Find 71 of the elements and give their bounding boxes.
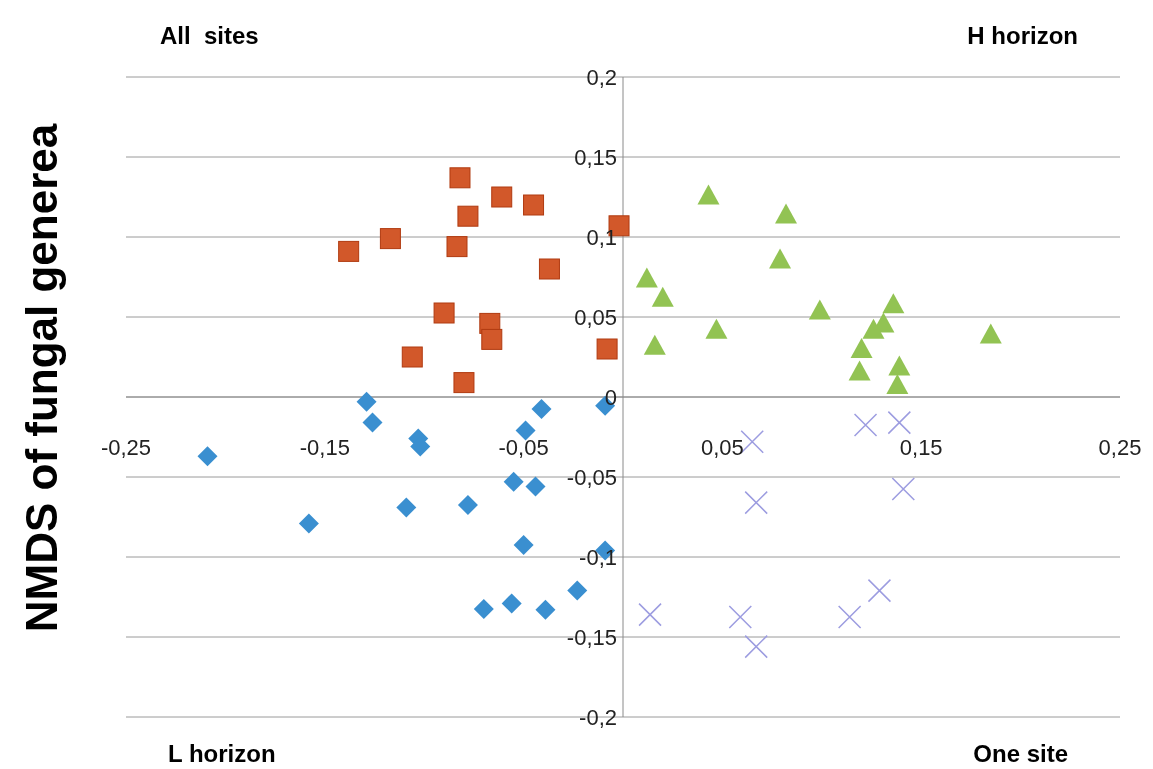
point <box>744 490 768 515</box>
point <box>501 593 522 614</box>
point <box>298 513 319 534</box>
point <box>525 476 546 497</box>
y-tick-label: -0,15 <box>566 625 617 650</box>
point <box>837 605 862 629</box>
y-tick-label: 0,1 <box>586 225 617 250</box>
point <box>433 302 455 324</box>
point <box>705 318 728 339</box>
text: All sites <box>160 22 259 50</box>
x-tick-label: 0,15 <box>899 435 943 460</box>
text: L horizon <box>168 740 276 768</box>
point <box>446 236 468 258</box>
point <box>503 471 524 492</box>
point <box>728 605 753 629</box>
point <box>473 599 494 619</box>
point <box>886 374 909 394</box>
y-tick-label: -0,1 <box>579 545 617 570</box>
point <box>862 318 885 339</box>
point <box>643 334 666 355</box>
y-axis-title: NMDS of fungal generea <box>17 123 67 633</box>
point <box>457 205 479 227</box>
y-tick-label: -0,05 <box>566 465 617 490</box>
point <box>979 323 1002 344</box>
point <box>531 399 552 419</box>
point <box>449 167 471 189</box>
point <box>867 578 892 603</box>
point <box>853 413 878 437</box>
point <box>891 477 916 501</box>
point <box>638 602 662 627</box>
point <box>808 299 831 320</box>
point <box>513 535 534 555</box>
point <box>538 258 560 280</box>
point <box>535 599 556 620</box>
point <box>338 240 360 262</box>
x-tick-label: 0,25 <box>1098 435 1142 460</box>
point <box>457 495 478 515</box>
x-tick-label: -0,05 <box>498 435 549 460</box>
x-tick-label: -0,15 <box>299 435 350 460</box>
point <box>362 412 383 433</box>
point <box>396 497 417 518</box>
point <box>453 372 475 394</box>
point <box>515 420 536 441</box>
point <box>567 580 588 601</box>
point <box>401 346 423 368</box>
x-tick-label: 0,05 <box>700 435 744 460</box>
point <box>888 355 911 376</box>
point <box>887 410 912 435</box>
y-tick-label: -0,2 <box>579 705 617 730</box>
point <box>481 328 503 350</box>
y-tick-label: 0,15 <box>574 145 617 170</box>
y-tick-label: 0,2 <box>586 65 617 90</box>
point <box>744 634 768 659</box>
point <box>769 248 792 269</box>
point <box>848 360 871 381</box>
x-tick-label: -0,25 <box>100 435 152 460</box>
y-tick-label: 0,05 <box>574 305 617 330</box>
point <box>651 286 674 307</box>
point <box>379 228 401 250</box>
point <box>635 267 658 288</box>
point <box>523 194 545 216</box>
point <box>697 184 720 205</box>
point <box>775 203 798 224</box>
point <box>596 338 618 360</box>
text: H horizon <box>967 22 1078 50</box>
point <box>356 391 377 412</box>
point <box>882 293 905 314</box>
point <box>197 446 218 467</box>
point <box>491 186 513 208</box>
text: One site <box>973 740 1068 768</box>
point <box>850 338 873 358</box>
